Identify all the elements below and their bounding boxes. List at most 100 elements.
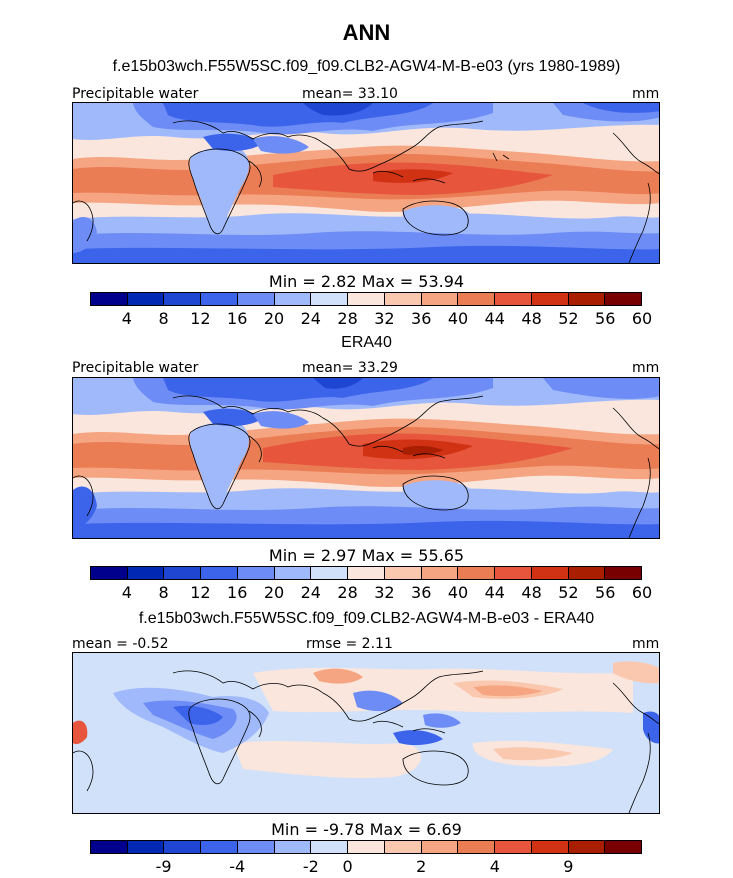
colorbar-swatch <box>237 841 275 853</box>
colorbar-swatch <box>605 293 642 305</box>
colorbar-swatch <box>201 293 238 305</box>
panel-1-map <box>72 102 660 264</box>
colorbar-swatch <box>201 841 238 853</box>
colorbar-tick-label: 9 <box>563 857 574 876</box>
panel-3-colorbar <box>90 840 642 854</box>
colorbar-tick-label: -2 <box>302 857 319 876</box>
colorbar-tick-label: 16 <box>227 583 248 602</box>
panel-1-min-max: Min = 2.82 Max = 53.94 <box>268 272 465 291</box>
colorbar-swatch <box>311 841 349 853</box>
colorbar-tick-label: 2 <box>416 857 427 876</box>
colorbar-swatch <box>91 841 128 853</box>
panel-2-min-max: Min = 2.97 Max = 55.65 <box>268 546 465 565</box>
colorbar-tick-label: 40 <box>447 583 469 602</box>
colorbar-swatch <box>311 293 349 305</box>
colorbar-tick-label: 60 <box>631 583 653 602</box>
colorbar-tick-label: 12 <box>190 583 211 602</box>
panel-1-units: mm <box>632 86 660 102</box>
colorbar-tick-label: 44 <box>484 309 505 328</box>
colorbar-swatch <box>495 567 532 579</box>
colorbar-tick-label: 4 <box>489 857 500 876</box>
panel-3-title: f.e15b03wch.F55W5SC.f09_f09.CLB2-AGW4-M-… <box>138 610 595 627</box>
colorbar-tick-label: 44 <box>484 583 505 602</box>
colorbar-swatch <box>568 567 606 579</box>
colorbar-swatch <box>421 293 459 305</box>
colorbar-tick-label: 0 <box>342 857 353 876</box>
colorbar-swatch <box>458 293 496 305</box>
colorbar-tick-label: 32 <box>374 583 395 602</box>
panel-1-variable-label: Precipitable water <box>72 86 199 102</box>
panel-2-map <box>72 377 660 539</box>
colorbar-tick-label: 28 <box>337 583 358 602</box>
colorbar-swatch <box>421 841 459 853</box>
colorbar-swatch <box>458 841 496 853</box>
colorbar-swatch <box>127 841 165 853</box>
colorbar-tick-label: 52 <box>558 309 579 328</box>
panel-1-colorbar <box>90 292 642 306</box>
colorbar-swatch <box>127 293 165 305</box>
colorbar-tick-label: 24 <box>300 583 321 602</box>
colorbar-swatch <box>384 293 422 305</box>
colorbar-swatch <box>495 841 532 853</box>
colorbar-swatch <box>384 567 422 579</box>
colorbar-tick-label: 8 <box>158 583 169 602</box>
colorbar-tick-label: 24 <box>300 309 321 328</box>
colorbar-tick-label: 4 <box>121 309 132 328</box>
colorbar-tick-label: 32 <box>374 309 395 328</box>
colorbar-swatch <box>531 841 569 853</box>
colorbar-swatch <box>274 841 312 853</box>
panel-3-map <box>72 652 660 814</box>
panel-3-min-max: Min = -9.78 Max = 6.69 <box>271 820 462 839</box>
colorbar-swatch <box>164 293 202 305</box>
colorbar-tick-label: 16 <box>227 309 248 328</box>
figure-title: ANN <box>342 20 391 45</box>
panel-1-mean-label: mean= 33.10 <box>302 86 398 102</box>
colorbar-swatch <box>531 567 569 579</box>
colorbar-swatch <box>237 293 275 305</box>
panel-2-colorbar <box>90 566 642 580</box>
colorbar-swatch <box>91 293 128 305</box>
colorbar-swatch <box>201 567 238 579</box>
panel-2-units: mm <box>632 360 660 376</box>
colorbar-swatch <box>274 293 312 305</box>
colorbar-swatch <box>605 841 642 853</box>
colorbar-swatch <box>384 841 422 853</box>
colorbar-swatch <box>495 293 532 305</box>
colorbar-swatch <box>91 567 128 579</box>
colorbar-swatch <box>348 567 385 579</box>
colorbar-swatch <box>127 567 165 579</box>
colorbar-tick-label: 28 <box>337 309 358 328</box>
panel-3-colorbar-ticks: -9 -4 -2 0 2 4 9 <box>90 857 642 876</box>
panel-3-mean-label: mean = -0.52 <box>72 636 169 652</box>
panel-1-colorbar-ticks: 4 8 12 16 20 24 28 32 36 40 44 48 52 56 60 <box>90 309 652 328</box>
colorbar-swatch <box>531 293 569 305</box>
colorbar-tick-label: 36 <box>411 309 432 328</box>
panel-2-variable-label: Precipitable water <box>72 360 199 376</box>
colorbar-tick-label: -4 <box>229 857 246 876</box>
colorbar-swatch <box>311 567 349 579</box>
colorbar-tick-label: 52 <box>558 583 579 602</box>
panel-2-colorbar-ticks: 4 8 12 16 20 24 28 32 36 40 44 48 52 56 60 <box>90 583 652 602</box>
panel-2-mean-label: mean= 33.29 <box>302 360 398 376</box>
colorbar-swatch <box>348 841 385 853</box>
colorbar-tick-label: 56 <box>595 583 616 602</box>
colorbar-tick-label: 40 <box>447 309 469 328</box>
colorbar-tick-label: 4 <box>121 583 132 602</box>
colorbar-tick-label: 56 <box>595 309 616 328</box>
colorbar-tick-label: 20 <box>263 309 285 328</box>
colorbar-swatch <box>237 567 275 579</box>
colorbar-swatch <box>274 567 312 579</box>
colorbar-swatch <box>458 567 496 579</box>
panel-1-title: f.e15b03wch.F55W5SC.f09_f09.CLB2-AGW4-M-… <box>112 58 621 75</box>
colorbar-swatch <box>568 841 606 853</box>
colorbar-tick-label: 36 <box>411 583 432 602</box>
colorbar-swatch <box>421 567 459 579</box>
colorbar-tick-label: -9 <box>155 857 172 876</box>
colorbar-swatch <box>605 567 642 579</box>
colorbar-tick-label: 60 <box>631 309 653 328</box>
colorbar-swatch <box>568 293 606 305</box>
panel-2-title: ERA40 <box>341 334 392 351</box>
colorbar-tick-label: 12 <box>190 309 211 328</box>
panel-3-units: mm <box>632 636 660 652</box>
colorbar-swatch <box>164 567 202 579</box>
